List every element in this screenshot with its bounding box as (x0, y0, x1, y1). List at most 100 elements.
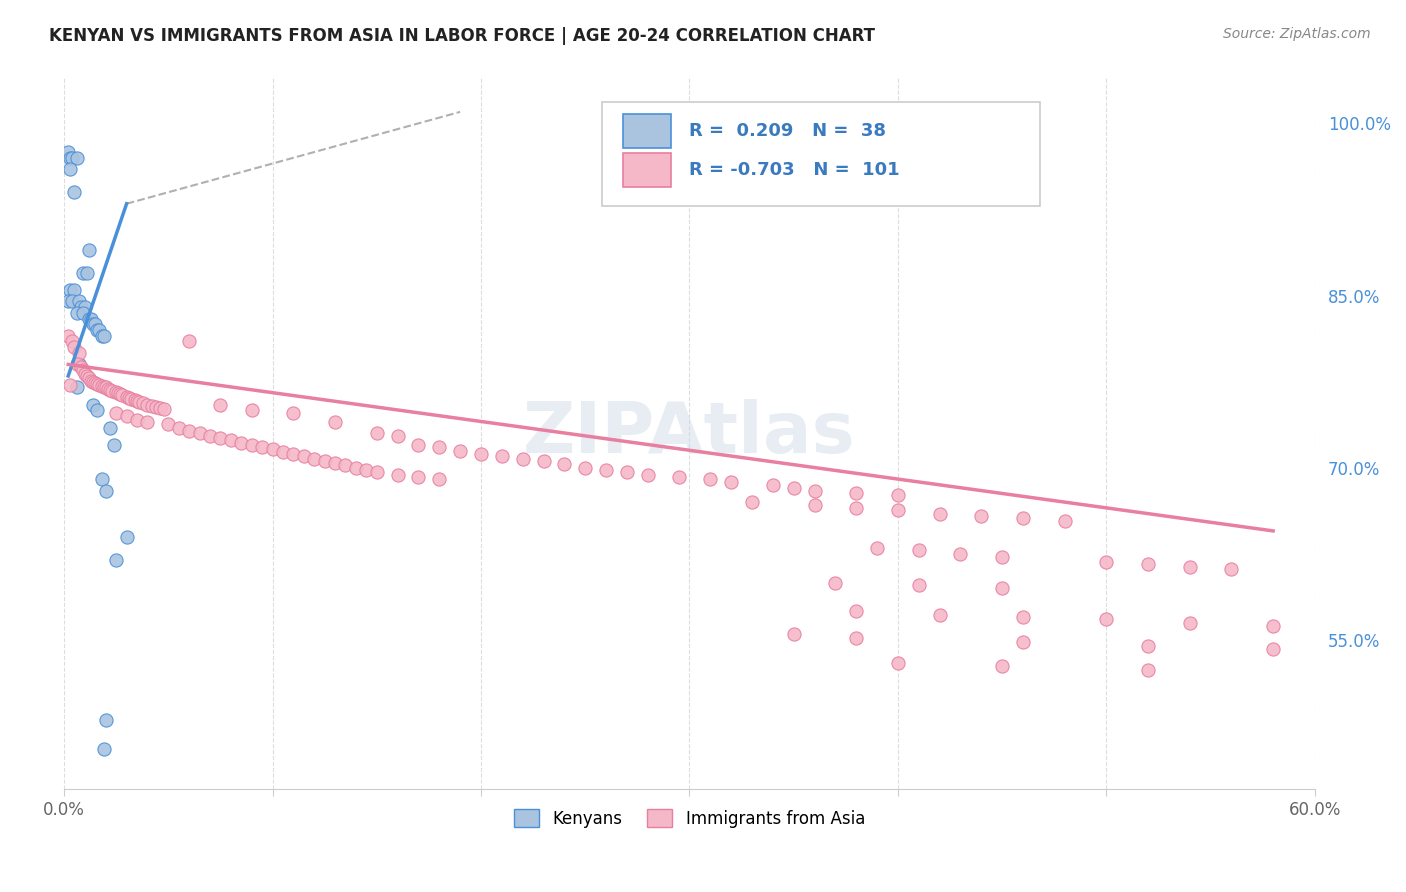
Point (69, 359, 91, 374)
FancyBboxPatch shape (623, 153, 671, 187)
Point (80, 374, 103, 388)
Point (1220, 562, 1243, 576)
Point (928, 607, 950, 622)
Point (1137, 558, 1160, 572)
Point (699, 472, 721, 486)
Point (90, 328, 112, 343)
Point (356, 463, 378, 477)
FancyBboxPatch shape (623, 114, 671, 148)
Point (533, 454, 555, 468)
Point (82, 318, 104, 332)
Point (63, 186, 86, 200)
Point (1012, 635, 1035, 649)
Point (283, 447, 305, 461)
Point (991, 550, 1014, 565)
Point (637, 467, 659, 482)
Point (949, 547, 972, 561)
Point (720, 475, 742, 489)
Point (65, 358, 87, 372)
Point (103, 438, 125, 452)
Point (60, 294, 83, 309)
Point (67, 358, 90, 372)
Point (427, 472, 450, 486)
Point (1012, 511, 1035, 525)
Point (82, 398, 104, 412)
Point (93, 380, 115, 394)
Point (89, 323, 111, 337)
Point (491, 450, 513, 464)
Point (302, 451, 325, 466)
Point (59, 162, 82, 177)
Point (97, 382, 120, 396)
Point (105, 552, 128, 566)
Point (1178, 559, 1201, 574)
Point (76, 266, 98, 280)
Text: Source: ZipAtlas.com: Source: ZipAtlas.com (1223, 27, 1371, 41)
Point (63, 283, 86, 297)
Point (65, 380, 87, 394)
Point (574, 460, 596, 475)
Point (73, 300, 96, 314)
Point (132, 396, 155, 410)
Point (105, 384, 128, 399)
Point (58, 294, 80, 309)
Point (188, 426, 211, 441)
Point (408, 438, 430, 452)
Point (449, 443, 471, 458)
Point (887, 503, 910, 517)
Point (86, 323, 108, 337)
Point (60, 334, 83, 349)
Point (145, 400, 167, 414)
Point (1137, 663, 1160, 677)
Point (58, 145, 80, 159)
Point (86, 403, 108, 417)
Point (845, 604, 868, 618)
Point (167, 420, 190, 434)
Point (76, 368, 98, 383)
FancyBboxPatch shape (602, 103, 1039, 205)
Point (86, 376, 108, 391)
Point (845, 500, 868, 515)
Point (240, 438, 263, 452)
Point (928, 507, 950, 521)
Point (93, 328, 115, 343)
Point (94, 483, 117, 498)
Point (335, 458, 357, 473)
Point (149, 401, 172, 415)
Point (387, 467, 409, 482)
Point (762, 478, 785, 492)
Point (219, 434, 242, 448)
Point (84, 318, 107, 332)
Point (616, 466, 638, 480)
Point (250, 440, 273, 454)
Point (107, 386, 129, 401)
Point (59, 151, 82, 165)
Point (668, 470, 690, 484)
Point (262, 442, 284, 457)
Point (782, 627, 804, 641)
Point (136, 398, 159, 412)
Point (1178, 615, 1201, 630)
Text: R = -0.703   N =  101: R = -0.703 N = 101 (689, 161, 900, 179)
Text: R =  0.209   N =  38: R = 0.209 N = 38 (689, 122, 886, 140)
Point (72, 306, 94, 320)
Point (179, 424, 201, 438)
Point (1053, 514, 1076, 528)
Point (105, 406, 128, 420)
Point (157, 417, 180, 431)
Point (63, 340, 86, 354)
Point (866, 541, 889, 555)
Point (110, 387, 132, 401)
Point (553, 458, 575, 472)
Point (89, 378, 111, 392)
Point (124, 392, 146, 407)
Point (118, 391, 141, 405)
Point (98, 383, 121, 397)
Point (366, 466, 388, 480)
Point (907, 543, 929, 558)
Point (60, 151, 83, 165)
Point (65, 306, 87, 320)
Point (94, 714, 117, 728)
Point (77, 311, 100, 326)
Point (887, 488, 910, 502)
